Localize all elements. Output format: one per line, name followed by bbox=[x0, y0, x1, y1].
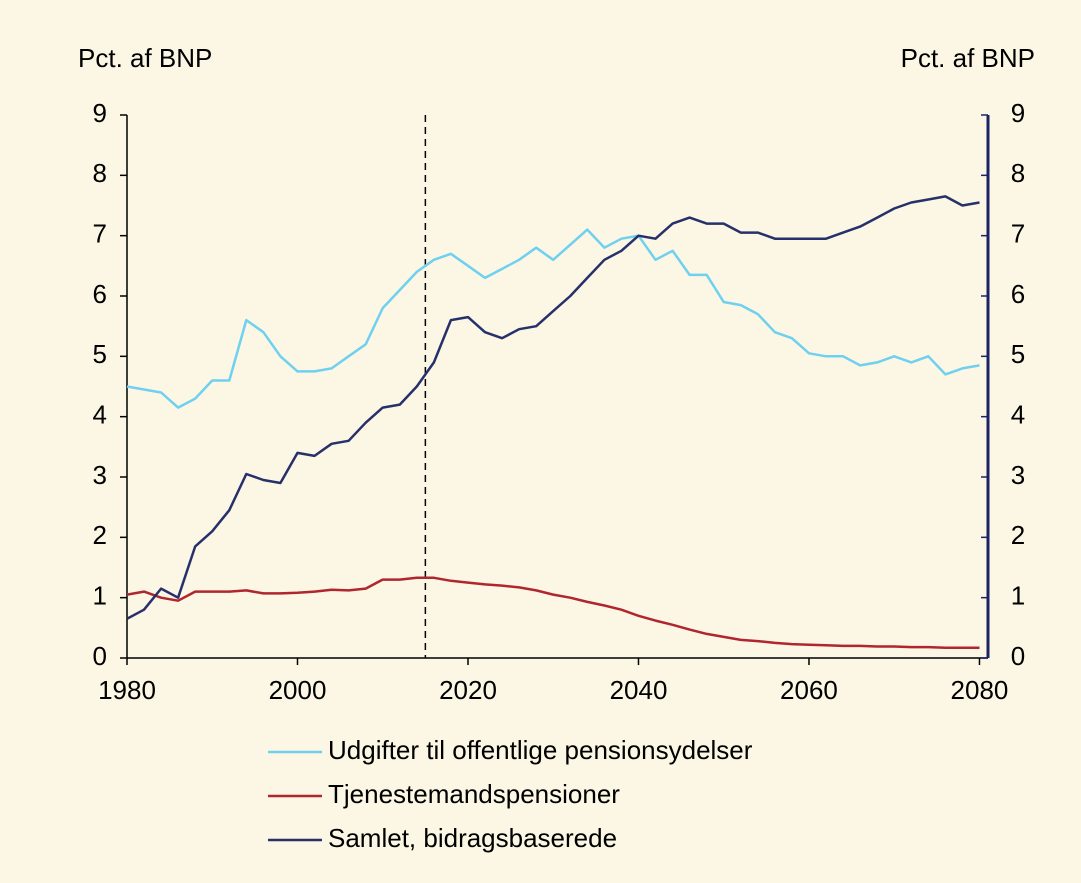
series-line bbox=[126, 195, 980, 620]
y2-tick-label: 7 bbox=[1011, 219, 1025, 249]
x-tick-label: 2080 bbox=[951, 675, 1009, 705]
y-axis-label: Pct. af BNP bbox=[78, 43, 212, 73]
y2-tick-label: 0 bbox=[1011, 641, 1025, 671]
y2-axis-label: Pct. af BNP bbox=[901, 43, 1035, 73]
y-tick-label: 8 bbox=[93, 158, 107, 188]
x-tick-label: 2000 bbox=[269, 675, 327, 705]
y2-tick-label: 2 bbox=[1011, 520, 1025, 550]
y2-tick-label: 5 bbox=[1011, 339, 1025, 369]
y-tick-label: 1 bbox=[93, 581, 107, 611]
legend-label: Udgifter til offentlige pensionsydelser bbox=[328, 735, 753, 765]
x-tick-label: 1980 bbox=[98, 675, 156, 705]
y2-tick-label: 6 bbox=[1011, 279, 1025, 309]
x-tick-label: 2040 bbox=[610, 675, 668, 705]
y2-tick-label: 1 bbox=[1011, 581, 1025, 611]
y2-tick-label: 3 bbox=[1011, 460, 1025, 490]
legend-label: Samlet, bidragsbaserede bbox=[328, 823, 617, 853]
y-tick-label: 6 bbox=[93, 279, 107, 309]
y-tick-label: 7 bbox=[93, 219, 107, 249]
y-tick-label: 5 bbox=[93, 339, 107, 369]
y-tick-label: 2 bbox=[93, 520, 107, 550]
y-tick-label: 4 bbox=[93, 400, 107, 430]
series-line bbox=[126, 228, 980, 409]
x-tick-label: 2020 bbox=[439, 675, 497, 705]
x-tick-label: 2060 bbox=[780, 675, 838, 705]
y-tick-label: 9 bbox=[93, 98, 107, 128]
y2-tick-label: 8 bbox=[1011, 158, 1025, 188]
y2-tick-label: 4 bbox=[1011, 400, 1025, 430]
y-tick-label: 3 bbox=[93, 460, 107, 490]
legend-label: Tjenestemandspensioner bbox=[328, 779, 620, 809]
series-line bbox=[126, 576, 980, 649]
y2-tick-label: 9 bbox=[1011, 98, 1025, 128]
y-tick-label: 0 bbox=[93, 641, 107, 671]
